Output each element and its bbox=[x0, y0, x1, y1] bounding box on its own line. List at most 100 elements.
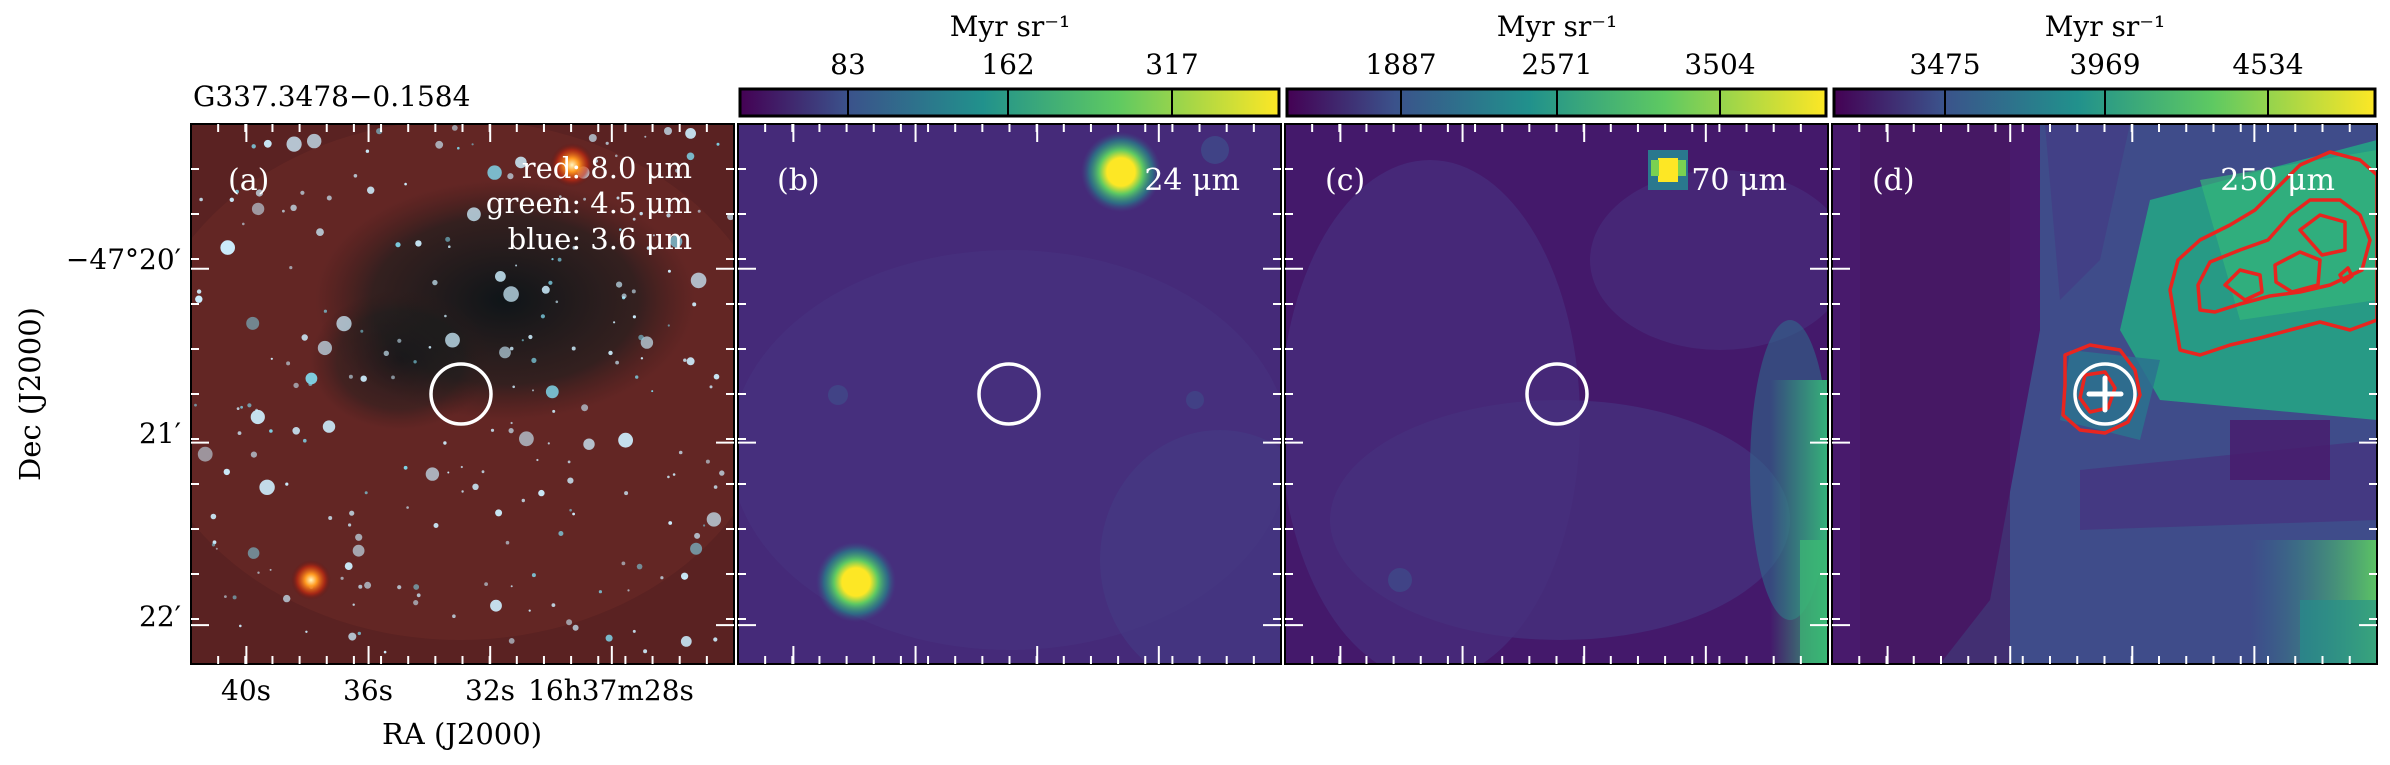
star bbox=[352, 544, 365, 557]
star bbox=[608, 350, 613, 356]
star bbox=[639, 211, 643, 216]
star bbox=[703, 524, 706, 527]
panel-a: (a) red: 8.0 μm green: 4.5 μm blue: 3.6 … bbox=[190, 123, 735, 665]
star bbox=[255, 189, 263, 197]
star bbox=[404, 182, 407, 186]
star bbox=[358, 584, 363, 589]
star bbox=[581, 404, 589, 412]
star bbox=[547, 442, 550, 445]
star bbox=[269, 429, 273, 433]
star bbox=[644, 135, 647, 138]
star bbox=[605, 634, 613, 642]
band-label-red: red: 8.0 μm bbox=[522, 151, 692, 185]
star bbox=[709, 385, 713, 389]
star bbox=[353, 174, 358, 178]
tick-marks bbox=[1285, 124, 1828, 664]
star bbox=[457, 146, 460, 150]
source-circle bbox=[429, 362, 493, 426]
star bbox=[355, 533, 363, 541]
band-label: 70 μm bbox=[1691, 163, 1787, 198]
star bbox=[713, 637, 718, 642]
panel-c: (c) 70 μm bbox=[1284, 123, 1829, 665]
source-circle bbox=[1525, 362, 1589, 426]
star bbox=[416, 593, 421, 598]
star bbox=[605, 141, 609, 145]
star bbox=[289, 266, 293, 270]
star bbox=[445, 236, 451, 242]
star bbox=[627, 589, 630, 592]
star bbox=[364, 491, 368, 495]
star bbox=[572, 624, 579, 631]
star bbox=[681, 572, 689, 580]
star bbox=[237, 431, 242, 435]
star bbox=[616, 281, 623, 288]
star bbox=[640, 357, 644, 360]
star bbox=[545, 385, 559, 399]
star bbox=[481, 470, 485, 474]
bright-source bbox=[816, 542, 896, 622]
star bbox=[194, 403, 197, 407]
star bbox=[670, 235, 683, 248]
star bbox=[433, 523, 439, 528]
star bbox=[197, 446, 213, 462]
star bbox=[285, 482, 289, 486]
star bbox=[571, 346, 576, 351]
panel-b: (b) 24 μm bbox=[737, 123, 1282, 665]
star bbox=[432, 279, 438, 286]
star bbox=[270, 357, 273, 360]
star bbox=[672, 473, 676, 476]
star bbox=[428, 346, 432, 349]
star bbox=[507, 173, 514, 180]
colorbar-tick: 317 bbox=[1145, 48, 1198, 81]
star bbox=[259, 479, 275, 495]
star bbox=[521, 498, 525, 503]
star bbox=[305, 372, 318, 385]
star bbox=[495, 509, 503, 517]
star bbox=[445, 332, 460, 348]
star bbox=[583, 197, 586, 201]
colorbar-tick: 2571 bbox=[1521, 48, 1592, 81]
source-circle bbox=[2073, 362, 2137, 426]
y-tick-label: −47°20′ bbox=[66, 243, 181, 276]
star bbox=[352, 603, 355, 606]
star bbox=[505, 540, 510, 545]
star bbox=[286, 136, 302, 152]
star bbox=[490, 599, 502, 612]
star bbox=[467, 207, 481, 222]
star bbox=[323, 309, 327, 313]
star bbox=[555, 300, 559, 304]
star bbox=[293, 382, 299, 389]
bright-source bbox=[1081, 132, 1161, 212]
star bbox=[250, 409, 265, 425]
star bbox=[340, 576, 344, 580]
colorbar-tick: 83 bbox=[830, 48, 866, 81]
star bbox=[365, 149, 370, 153]
panel-tag: (a) bbox=[228, 163, 269, 198]
band-label: 24 μm bbox=[1144, 163, 1240, 198]
star bbox=[631, 289, 636, 294]
star bbox=[236, 407, 240, 410]
panel-tag: (b) bbox=[777, 163, 820, 198]
star bbox=[364, 581, 372, 589]
star bbox=[235, 189, 239, 194]
star bbox=[632, 217, 636, 221]
colorbar-tick: 162 bbox=[981, 48, 1034, 81]
star bbox=[515, 264, 518, 267]
tick-marks bbox=[191, 124, 734, 664]
star bbox=[448, 245, 451, 248]
colorbar-b: 83 162 317 Myr sr⁻¹ bbox=[738, 10, 1281, 118]
star bbox=[303, 438, 307, 443]
star bbox=[567, 460, 571, 464]
star bbox=[229, 197, 234, 202]
colorbar-d: 3475 3969 4534 Myr sr⁻¹ bbox=[1832, 10, 2377, 118]
star bbox=[680, 636, 692, 647]
star bbox=[683, 358, 687, 362]
star bbox=[697, 209, 701, 213]
star bbox=[651, 390, 654, 393]
star bbox=[694, 532, 701, 539]
star bbox=[621, 561, 626, 566]
colorbar-unit: Myr sr⁻¹ bbox=[1497, 10, 1618, 43]
star bbox=[282, 209, 285, 213]
colorbar-tick: 3475 bbox=[1909, 48, 1980, 81]
star bbox=[403, 465, 408, 470]
